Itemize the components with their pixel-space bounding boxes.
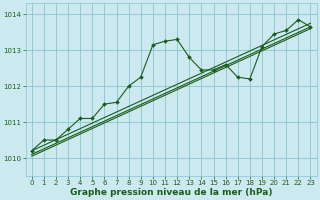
X-axis label: Graphe pression niveau de la mer (hPa): Graphe pression niveau de la mer (hPa) bbox=[70, 188, 272, 197]
